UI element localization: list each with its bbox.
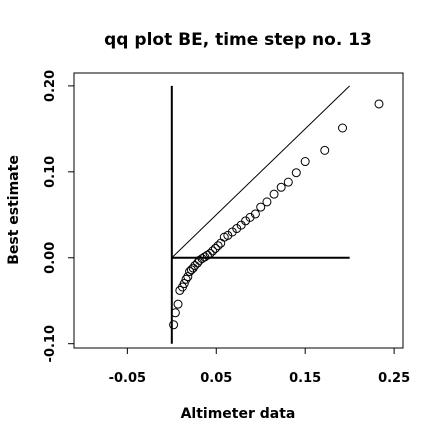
data-point (208, 246, 218, 256)
y-tick-label: 0.10 (43, 156, 58, 188)
data-point (181, 274, 191, 284)
y-axis-label: Best estimate (6, 155, 22, 265)
data-point (213, 241, 223, 251)
data-point (291, 168, 301, 178)
data-points (169, 99, 384, 330)
x-tick-label: 0.05 (200, 371, 232, 386)
data-point (190, 261, 200, 270)
data-point (262, 197, 272, 207)
x-tick-label: -0.05 (109, 371, 146, 386)
reference-lines (170, 85, 350, 344)
y-tick-label: -0.10 (43, 325, 58, 362)
data-point (183, 272, 193, 282)
data-point (300, 157, 310, 167)
x-axis: -0.05 0.05 0.15 0.25 (109, 348, 410, 386)
data-point (188, 263, 198, 273)
y-tick-label: 0.00 (43, 242, 58, 274)
x-tick-label: 0.15 (289, 371, 321, 386)
data-point (276, 182, 286, 192)
y-tick-label: 0.20 (43, 70, 58, 102)
data-point (170, 308, 180, 318)
x-axis-label: Altimeter data (181, 406, 296, 422)
data-point (320, 145, 330, 155)
plot-frame (73, 72, 404, 349)
data-point (169, 320, 179, 330)
data-point (269, 189, 279, 199)
data-point (374, 99, 384, 109)
data-point (179, 279, 189, 289)
data-point (283, 177, 293, 187)
reference-line-identity (171, 85, 350, 259)
chart-title: qq plot BE, time step no. 13 (104, 30, 372, 50)
data-point (338, 123, 348, 133)
data-point (256, 202, 266, 212)
x-tick-label: 0.25 (378, 371, 410, 386)
data-point (210, 243, 220, 253)
data-point (205, 248, 215, 258)
data-point (250, 209, 260, 219)
y-axis: -0.10 0.00 0.10 0.20 (43, 70, 74, 362)
data-point (173, 299, 183, 309)
